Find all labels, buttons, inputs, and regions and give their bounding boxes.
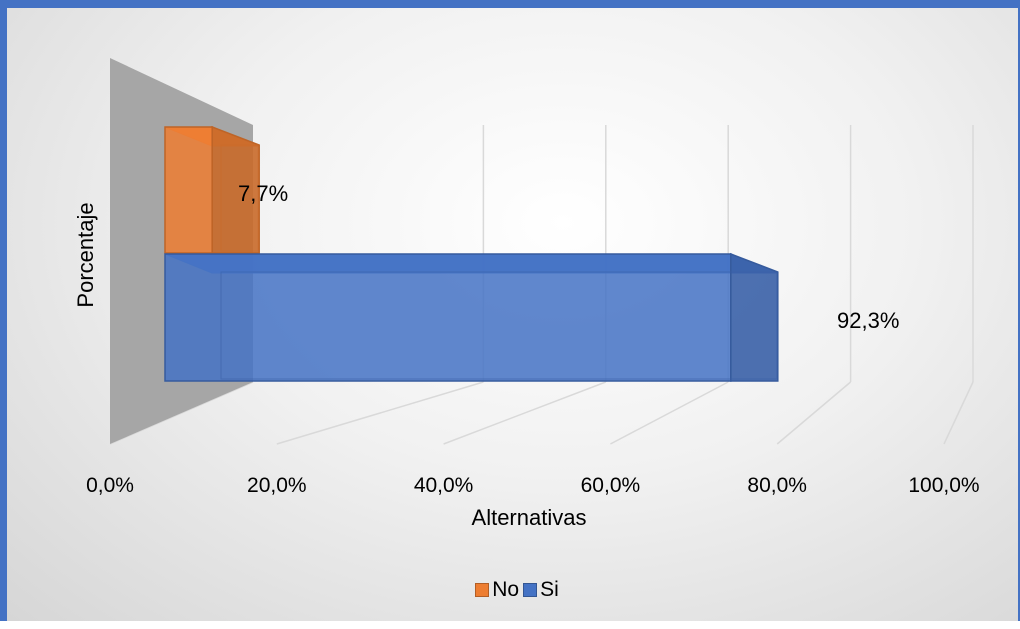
- legend-item-no: No: [475, 578, 519, 602]
- floor-gridline: [610, 381, 729, 445]
- floor-gridline: [776, 381, 852, 445]
- legend-swatch: [523, 583, 538, 597]
- legend-label: Si: [540, 578, 559, 601]
- bar-chart: 7,7% 92,3% 0,0% 20,0% 40,0% 60,0% 80,0% 100,0%…: [73, 58, 980, 530]
- bar-si: [164, 252, 779, 382]
- bar-back-outline: [220, 144, 259, 252]
- legend-item-si: Si: [523, 578, 559, 602]
- x-tick-label: 40,0%: [414, 474, 474, 497]
- bar-front-face: [164, 253, 732, 382]
- bar-no: [164, 125, 260, 254]
- y-axis-title: Porcentaje: [73, 202, 98, 307]
- data-label-no: 7,7%: [238, 181, 288, 206]
- x-tick-labels: 0,0% 20,0% 40,0% 60,0% 80,0% 100,0%: [86, 474, 980, 497]
- bar-back-outline: [220, 271, 778, 380]
- bar-end-face: [211, 125, 260, 254]
- bar-end-face: [730, 252, 779, 382]
- x-axis-title: Alternativas: [472, 505, 587, 530]
- x-tick-label: 100,0%: [908, 474, 979, 497]
- floor-gridline: [443, 381, 607, 445]
- data-labels: 7,7% 92,3%: [238, 181, 899, 333]
- legend: No Si: [7, 578, 1020, 603]
- data-label-si: 92,3%: [837, 308, 899, 333]
- x-tick-label: 80,0%: [747, 474, 807, 497]
- x-tick-label: 60,0%: [581, 474, 641, 497]
- legend-label: No: [492, 578, 520, 601]
- bar-front-face: [164, 126, 213, 254]
- x-tick-label: 20,0%: [247, 474, 307, 497]
- floor-gridline: [276, 381, 484, 445]
- legend-swatch: [475, 583, 490, 597]
- floor-gridline: [943, 381, 974, 445]
- bars: [164, 125, 779, 382]
- x-tick-label: 0,0%: [86, 474, 134, 497]
